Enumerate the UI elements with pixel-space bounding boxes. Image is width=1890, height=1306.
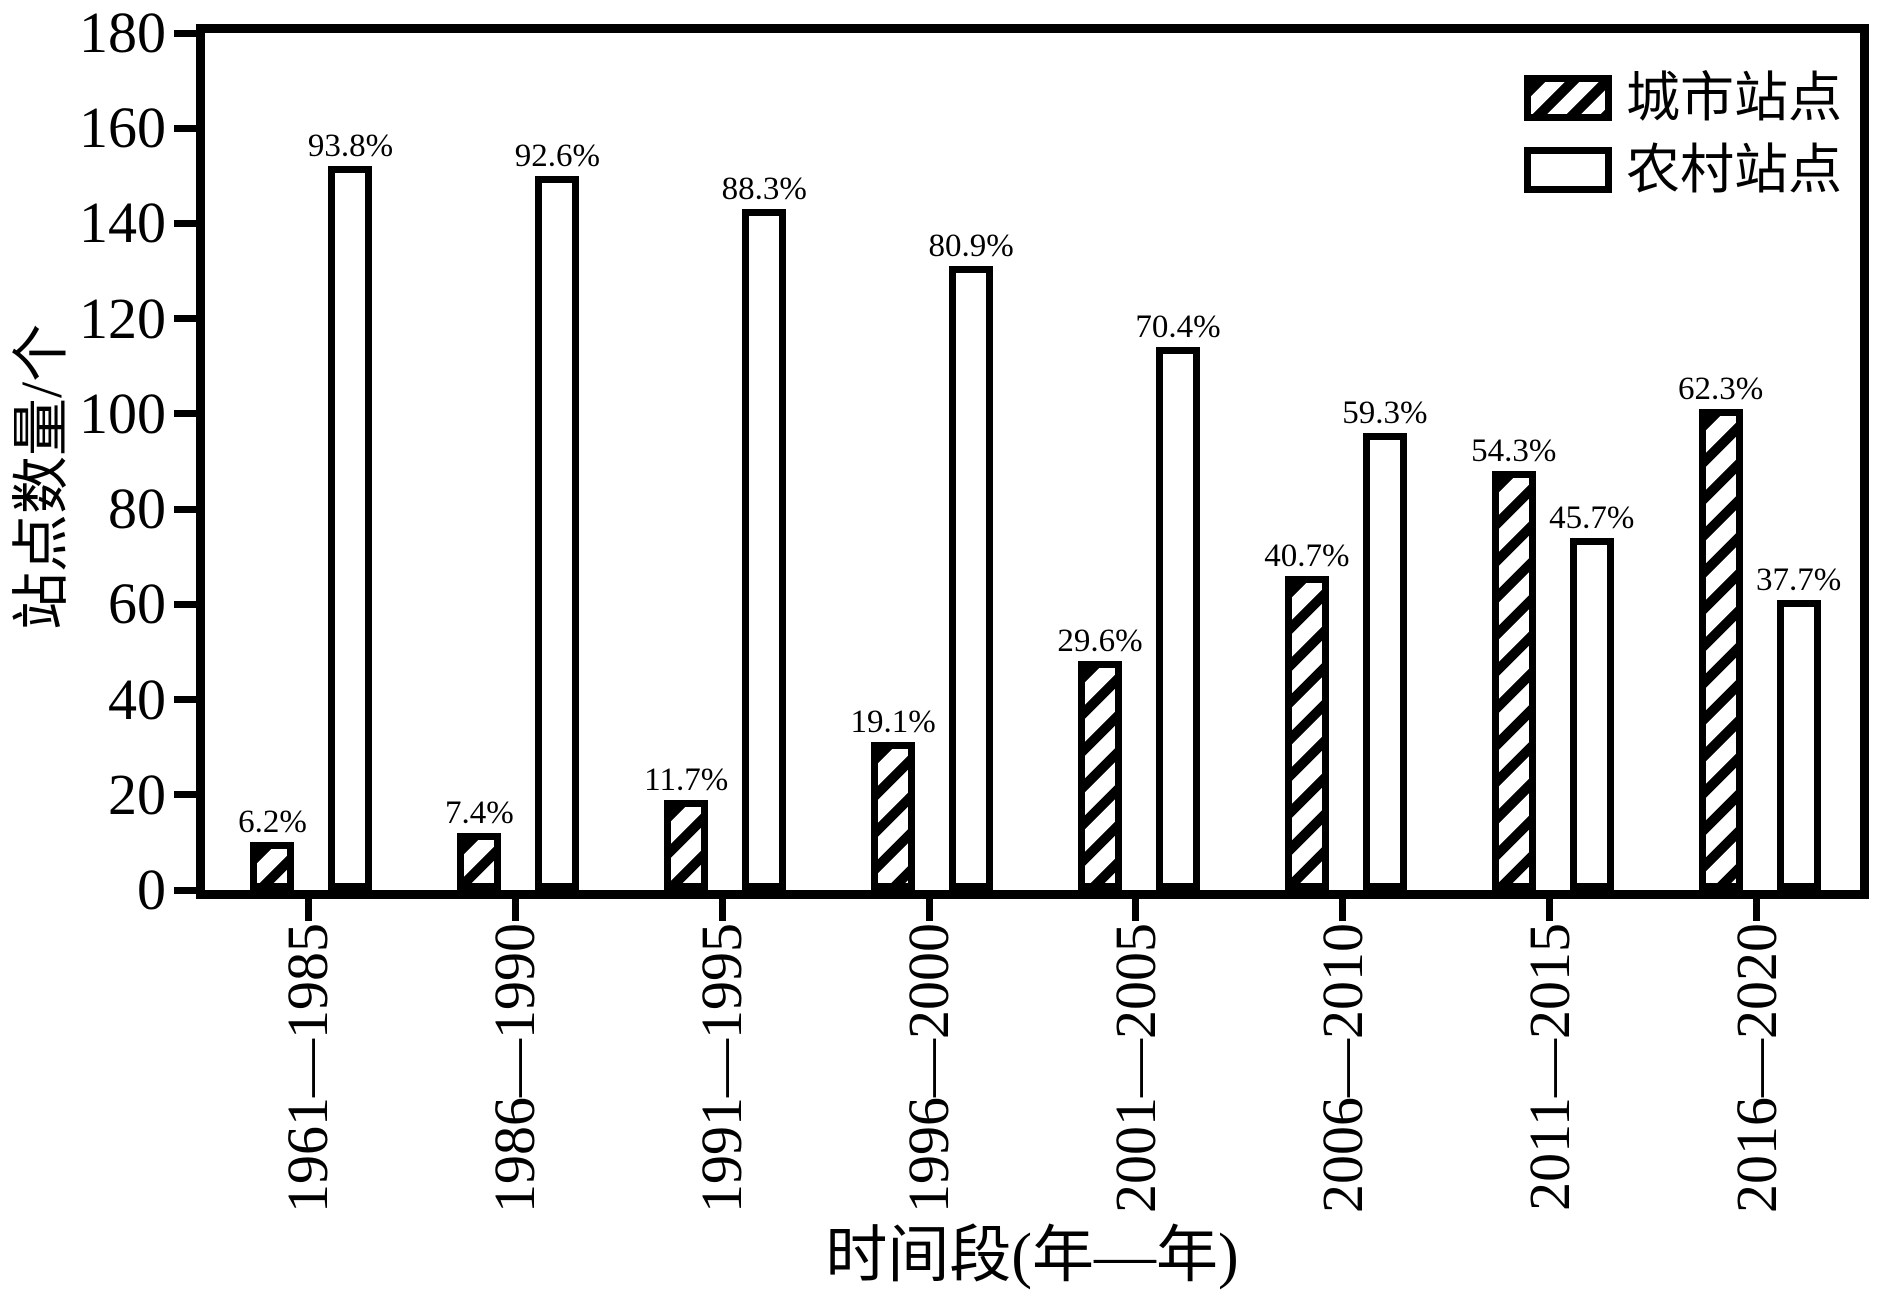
x-axis-tick-label: 1961—1985: [275, 923, 341, 1213]
urban-series-swatch-icon: [1524, 75, 1612, 121]
rural-bar-2: [535, 176, 580, 890]
rural-bar-3: [742, 209, 787, 890]
urban-bar-percent-label-6: 40.7%: [1264, 538, 1350, 574]
urban-bar-8: [1698, 409, 1743, 890]
y-axis-tick: [174, 696, 205, 704]
x-axis-tick-label: 2016—2020: [1723, 923, 1789, 1213]
rural-bar-percent-label-4: 80.9%: [928, 228, 1014, 264]
rural-bar-percent-label-8: 37.7%: [1755, 562, 1842, 598]
x-axis-tick-label: 1991—1995: [689, 923, 755, 1213]
x-axis-tick: [718, 890, 726, 921]
urban-bar-1: [250, 842, 295, 890]
x-axis-tick: [1753, 890, 1761, 921]
urban-bar-percent-label-1: 6.2%: [238, 804, 307, 840]
urban-bar-2: [457, 833, 502, 890]
x-axis-tick-label: 2011—2015: [1516, 923, 1582, 1211]
x-axis-tick: [1132, 890, 1140, 921]
urban-bar-5: [1077, 661, 1122, 890]
x-axis-tick-label: 2001—2005: [1102, 923, 1168, 1213]
x-axis-tick: [511, 890, 519, 921]
x-axis-tick: [1546, 890, 1554, 921]
y-axis-tick: [174, 124, 205, 132]
rural-bar-4: [949, 266, 994, 890]
urban-bar-4: [871, 742, 916, 890]
rural-bar-6: [1362, 433, 1407, 890]
y-axis-tick-label: 120: [79, 285, 166, 351]
x-axis-tick: [304, 890, 312, 921]
urban-bar-percent-label-8: 62.3%: [1677, 371, 1764, 407]
rural-bar-8: [1776, 600, 1821, 890]
rural-bar-percent-label-6: 59.3%: [1342, 395, 1428, 431]
rural-bar-percent-label-7: 45.7%: [1549, 500, 1635, 536]
rural-bar-percent-label-1: 93.8%: [307, 128, 394, 164]
legend-label-urban: 城市站点: [1626, 68, 1842, 128]
rural-bar-7: [1569, 538, 1614, 890]
y-axis-tick-label: 100: [79, 380, 166, 446]
urban-bar-percent-label-7: 54.3%: [1471, 433, 1557, 469]
y-axis-tick: [174, 505, 205, 513]
y-axis-tick-label: 80: [108, 476, 166, 542]
x-axis-tick-label: 1986—1990: [482, 923, 548, 1213]
legend: 城市站点 农村站点: [1524, 69, 1842, 199]
plot-area: 城市站点 农村站点 0 20 40 60 80 100 120 140 160 180 1961—1…: [79, 0, 1869, 1213]
rural-bar-5: [1155, 347, 1200, 890]
y-axis-tick-label: 60: [108, 571, 166, 637]
urban-bar-3: [664, 800, 709, 890]
y-axis-tick: [174, 886, 205, 894]
x-axis-tick-label: 2006—2010: [1309, 923, 1375, 1213]
y-axis-tick-label: 40: [108, 666, 166, 732]
urban-bar-percent-label-4: 19.1%: [850, 704, 936, 740]
y-axis-tick-label: 140: [79, 190, 166, 256]
urban-bar-7: [1491, 471, 1536, 890]
legend-row-rural: 农村站点: [1524, 141, 1842, 199]
y-axis-tick: [174, 600, 205, 608]
y-axis-tick: [174, 29, 205, 37]
y-axis-tick-label: 20: [108, 761, 166, 827]
rural-series-swatch-icon: [1524, 147, 1612, 193]
legend-label-rural: 农村站点: [1626, 140, 1842, 200]
rural-bar-percent-label-5: 70.4%: [1135, 309, 1221, 345]
x-axis-tick-label: 1996—2000: [896, 923, 962, 1213]
urban-bar-percent-label-2: 7.4%: [444, 795, 514, 831]
y-axis-tick: [174, 791, 205, 799]
y-axis-tick: [174, 219, 205, 227]
rural-bar-percent-label-2: 92.6%: [514, 138, 600, 174]
x-axis-tick: [1339, 890, 1347, 921]
urban-bar-percent-label-3: 11.7%: [644, 762, 729, 798]
y-axis-tick-label: 180: [79, 0, 166, 65]
x-axis-tick: [925, 890, 933, 921]
x-axis-title: 时间段(年—年): [825, 1222, 1239, 1290]
urban-bar-percent-label-5: 29.6%: [1057, 623, 1143, 659]
legend-row-urban: 城市站点: [1524, 69, 1842, 127]
urban-bar-6: [1284, 576, 1329, 890]
rural-bar-percent-label-3: 88.3%: [721, 171, 807, 207]
rural-bar-1: [328, 166, 373, 890]
y-axis-tick: [174, 315, 205, 323]
y-axis-tick: [174, 410, 205, 418]
y-axis-tick-label: 0: [137, 857, 166, 922]
y-axis-tick-label: 160: [79, 95, 166, 161]
